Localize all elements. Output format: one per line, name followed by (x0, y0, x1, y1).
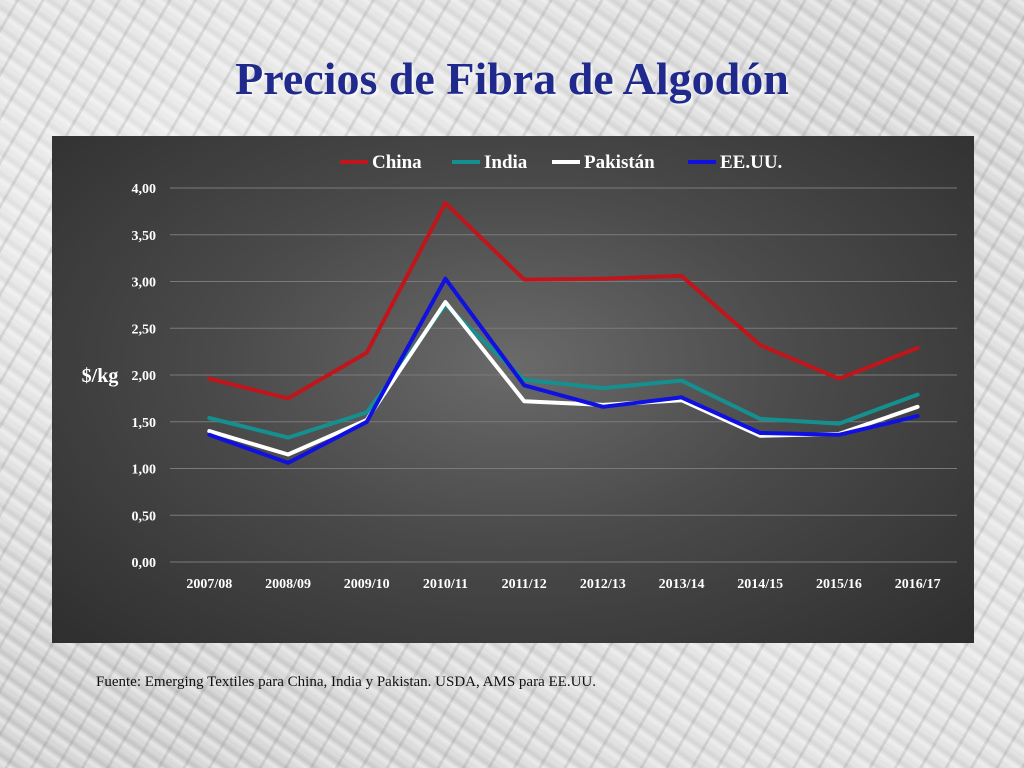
y-tick-label: 3,00 (132, 276, 157, 291)
y-tick-label: 2,00 (132, 369, 157, 384)
source-note: Fuente: Emerging Textiles para China, In… (96, 674, 596, 690)
series-line-0 (207, 201, 920, 401)
y-axis-label: $/kg (82, 365, 119, 387)
x-axis: 2007/08 2008/09 2009/10 2010/11 2011/12 2012/… (186, 577, 940, 592)
x-tick-label: 2010/11 (423, 577, 468, 592)
x-tick-label: 2014/15 (737, 577, 783, 592)
line-chart: 0,00 0,50 1,00 1,50 2,00 2,50 3,00 3,50 4,00 200… (82, 152, 957, 592)
x-tick-label: 2008/09 (265, 577, 311, 592)
x-tick-label: 2015/16 (816, 577, 862, 592)
series-line-2 (207, 300, 920, 457)
y-axis: 0,00 0,50 1,00 1,50 2,00 2,50 3,00 3,50 4,00 (132, 182, 157, 571)
x-tick-label: 2012/13 (580, 577, 626, 592)
x-tick-label: 2016/17 (895, 577, 941, 592)
y-tick-label: 2,50 (132, 322, 157, 337)
x-tick-label: 2007/08 (186, 577, 232, 592)
y-tick-label: 1,50 (132, 416, 157, 431)
y-tick-label: 3,50 (132, 229, 157, 244)
x-tick-label: 2009/10 (344, 577, 390, 592)
series-lines (207, 201, 920, 465)
x-tick-label: 2011/12 (502, 577, 547, 592)
chart-panel: 0,00 0,50 1,00 1,50 2,00 2,50 3,00 3,50 4,00 200… (52, 136, 974, 643)
legend: China India Pakistán EE.UU. (340, 152, 782, 173)
legend-label: Pakistán (584, 152, 655, 173)
series-line-3 (207, 276, 920, 465)
y-tick-label: 1,00 (132, 463, 157, 478)
y-tick-label: 4,00 (132, 182, 157, 197)
legend-label: India (484, 152, 528, 173)
legend-label: EE.UU. (720, 152, 782, 173)
y-tick-label: 0,50 (132, 509, 157, 524)
y-tick-label: 0,00 (132, 556, 157, 571)
gridlines (170, 187, 957, 563)
legend-label: China (372, 152, 422, 173)
slide-title: Precios de Fibra de Algodón (235, 53, 789, 104)
series-line-1 (207, 302, 920, 440)
x-tick-label: 2013/14 (659, 577, 705, 592)
